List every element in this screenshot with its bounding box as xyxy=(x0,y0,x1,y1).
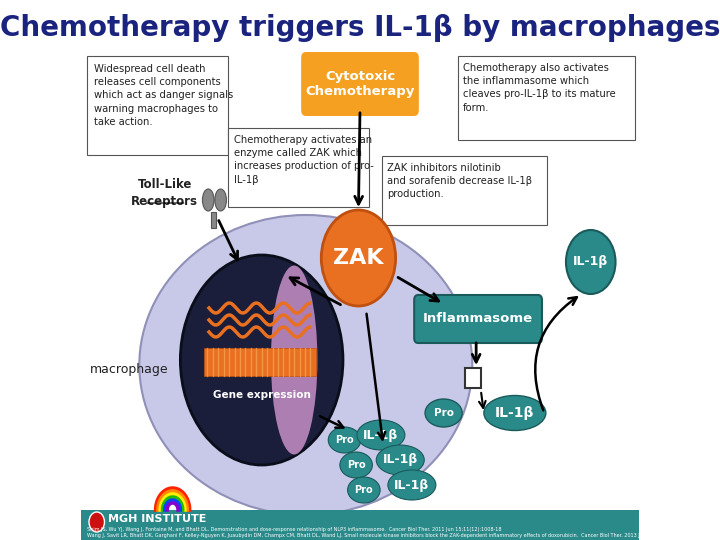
Text: Chemotherapy also activates
the inflammasome which
cleaves pro-IL-1β to its matu: Chemotherapy also activates the inflamma… xyxy=(463,63,616,113)
Text: Chemotherapy triggers IL-1β by macrophages: Chemotherapy triggers IL-1β by macrophag… xyxy=(0,14,720,42)
Text: ZAK inhibitors nilotinib
and sorafenib decrease IL-1β
production.: ZAK inhibitors nilotinib and sorafenib d… xyxy=(387,163,532,199)
Text: Wang J, Savit LR, Bhatt DK, Garghani F, Kelley-Nguyen K, Juaubydin DM, Champx CM: Wang J, Savit LR, Bhatt DK, Garghani F, … xyxy=(86,533,676,538)
Bar xyxy=(465,368,481,388)
Ellipse shape xyxy=(202,189,214,211)
Text: Pro: Pro xyxy=(354,485,373,495)
FancyBboxPatch shape xyxy=(458,56,635,140)
Text: Toll-Like
Receptors: Toll-Like Receptors xyxy=(131,179,199,207)
Text: IL-1β: IL-1β xyxy=(495,406,534,420)
Text: IL-1β: IL-1β xyxy=(364,429,399,442)
Circle shape xyxy=(89,512,104,532)
Text: Inflammasome: Inflammasome xyxy=(423,313,533,326)
Text: ZAK: ZAK xyxy=(333,248,384,268)
FancyBboxPatch shape xyxy=(301,52,419,116)
Ellipse shape xyxy=(425,399,462,427)
Text: Gene expression: Gene expression xyxy=(212,390,310,400)
FancyBboxPatch shape xyxy=(382,156,547,225)
Ellipse shape xyxy=(348,477,380,503)
Circle shape xyxy=(321,210,395,306)
Text: IL-1β: IL-1β xyxy=(395,478,430,491)
Ellipse shape xyxy=(357,420,405,450)
Text: MGH INSTITUTE: MGH INSTITUTE xyxy=(108,514,207,524)
FancyBboxPatch shape xyxy=(414,295,542,343)
Ellipse shape xyxy=(271,266,318,455)
Text: Pro: Pro xyxy=(433,408,454,418)
Ellipse shape xyxy=(484,395,546,430)
Ellipse shape xyxy=(328,427,361,453)
Text: Shim JS, Wu YJ, Wang J, Fontaine M, and Bhatt DL. Demonstration and dose-respons: Shim JS, Wu YJ, Wang J, Fontaine M, and … xyxy=(86,527,501,532)
Text: Chemotherapy activates an
enzyme called ZAK which
increases production of pro-
I: Chemotherapy activates an enzyme called … xyxy=(234,135,374,185)
FancyBboxPatch shape xyxy=(228,128,369,207)
Text: Cytotoxic
Chemotherapy: Cytotoxic Chemotherapy xyxy=(305,70,415,98)
Text: macrophage: macrophage xyxy=(90,363,168,376)
Bar xyxy=(210,212,216,228)
Ellipse shape xyxy=(377,445,424,475)
Text: IL-1β: IL-1β xyxy=(382,454,418,467)
Bar xyxy=(81,510,639,540)
Circle shape xyxy=(181,255,343,465)
Ellipse shape xyxy=(340,452,372,478)
Ellipse shape xyxy=(140,215,472,515)
Text: Pro: Pro xyxy=(347,460,366,470)
Text: IL-1β: IL-1β xyxy=(573,255,608,268)
Text: Widespread cell death
releases cell components
which act as danger signals
warni: Widespread cell death releases cell comp… xyxy=(94,64,233,127)
Circle shape xyxy=(566,230,616,294)
FancyBboxPatch shape xyxy=(87,56,228,155)
Ellipse shape xyxy=(388,470,436,500)
Bar xyxy=(204,348,316,376)
Text: Pro: Pro xyxy=(336,435,354,445)
Ellipse shape xyxy=(215,189,226,211)
